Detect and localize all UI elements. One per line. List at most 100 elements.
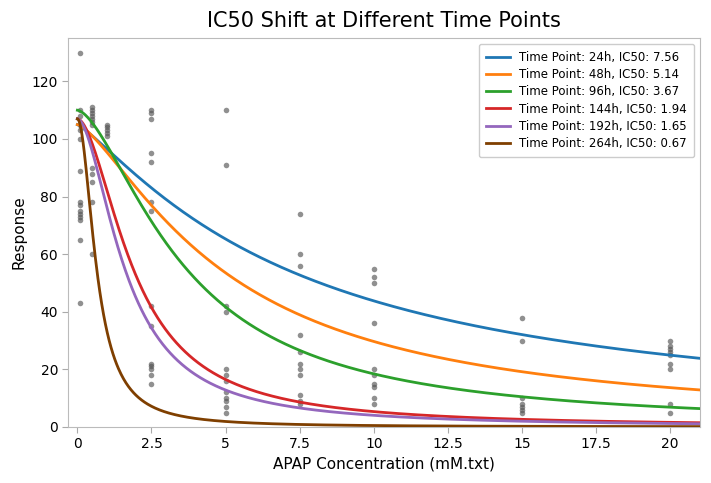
Point (220, 106, 231, 114)
Time Point: 96h, IC50: 3.67: (21, 6.36): 96h, IC50: 3.67: (21, 6.36) (695, 406, 704, 412)
Time Point: 96h, IC50: 3.67: (9.25, 20.4): 96h, IC50: 3.67: (9.25, 20.4) (347, 365, 356, 371)
Point (368, 265, 380, 272)
Point (75, 112, 86, 120)
Point (368, 383, 380, 390)
Time Point: 192h, IC50: 1.65: (8.49, 5.33): 192h, IC50: 1.65: (8.49, 5.33) (325, 409, 333, 414)
Point (75, 210, 86, 218)
Point (75, 106, 86, 114)
Point (220, 397, 231, 405)
Time Point: 96h, IC50: 3.67: (2.15, 77.3): 96h, IC50: 3.67: (2.15, 77.3) (137, 201, 145, 207)
Time Point: 192h, IC50: 1.65: (21, 1.09): 192h, IC50: 1.65: (21, 1.09) (695, 421, 704, 426)
Time Point: 96h, IC50: 3.67: (16.4, 9.21): 96h, IC50: 3.67: (16.4, 9.21) (559, 398, 567, 403)
Time Point: 144h, IC50: 1.94: (14.4, 2.82): 144h, IC50: 1.94: (14.4, 2.82) (501, 416, 509, 422)
Point (87, 106, 98, 114)
Line: Time Point: 144h, IC50: 1.94: Time Point: 144h, IC50: 1.94 (77, 119, 700, 423)
Point (146, 360, 157, 368)
Point (146, 106, 157, 114)
Point (368, 400, 380, 408)
Point (101, 132, 112, 140)
Point (665, 409, 676, 416)
Point (146, 371, 157, 379)
Point (665, 366, 676, 373)
Point (665, 337, 676, 344)
Point (87, 112, 98, 120)
Time Point: 264h, IC50: 0.67: (21, 0.109): 264h, IC50: 0.67: (21, 0.109) (695, 424, 704, 429)
Point (146, 322, 157, 330)
Point (665, 348, 676, 356)
Point (665, 345, 676, 353)
Point (220, 388, 231, 396)
Point (146, 109, 157, 117)
Time Point: 24h, IC50: 7.56: (21, 23.8): 24h, IC50: 7.56: (21, 23.8) (695, 355, 704, 361)
Point (87, 115, 98, 123)
Point (294, 360, 305, 368)
Line: Time Point: 48h, IC50: 5.14: Time Point: 48h, IC50: 5.14 (77, 125, 700, 390)
Point (220, 377, 231, 385)
Point (368, 394, 380, 402)
Time Point: 144h, IC50: 1.94: (16.4, 2.25): 144h, IC50: 1.94: (16.4, 2.25) (559, 417, 567, 423)
Point (516, 400, 528, 408)
Point (516, 337, 528, 344)
Time Point: 264h, IC50: 0.67: (16.8, 0.171): 264h, IC50: 0.67: (16.8, 0.171) (570, 424, 578, 429)
Time Point: 144h, IC50: 1.94: (16.8, 2.16): 144h, IC50: 1.94: (16.8, 2.16) (570, 418, 578, 424)
Time Point: 192h, IC50: 1.65: (14.4, 2.12): 192h, IC50: 1.65: (14.4, 2.12) (501, 418, 509, 424)
Point (220, 409, 231, 416)
Point (294, 371, 305, 379)
Time Point: 192h, IC50: 1.65: (16.4, 1.69): 192h, IC50: 1.65: (16.4, 1.69) (559, 419, 567, 425)
Point (75, 213, 86, 221)
Point (87, 178, 98, 186)
Time Point: 48h, IC50: 5.14: (21, 12.8): 48h, IC50: 5.14: (21, 12.8) (695, 387, 704, 393)
Time Point: 48h, IC50: 5.14: (0.001, 105): 48h, IC50: 5.14: (0.001, 105) (73, 122, 82, 128)
Point (75, 49, 86, 57)
Point (87, 109, 98, 117)
Point (665, 400, 676, 408)
Time Point: 48h, IC50: 5.14: (16.8, 16.9): 48h, IC50: 5.14: (16.8, 16.9) (570, 375, 578, 381)
Point (87, 164, 98, 171)
Time Point: 24h, IC50: 7.56: (8.49, 48.8): 24h, IC50: 7.56: (8.49, 48.8) (325, 284, 333, 289)
Time Point: 144h, IC50: 1.94: (0.001, 107): 144h, IC50: 1.94: (0.001, 107) (73, 116, 82, 122)
Time Point: 48h, IC50: 5.14: (14.4, 20): 48h, IC50: 5.14: (14.4, 20) (501, 366, 509, 372)
Point (75, 236, 86, 243)
Time Point: 264h, IC50: 0.67: (2.15, 9.51): 264h, IC50: 0.67: (2.15, 9.51) (137, 397, 145, 402)
Time Point: 24h, IC50: 7.56: (0.001, 105): 24h, IC50: 7.56: (0.001, 105) (73, 122, 82, 128)
Point (146, 366, 157, 373)
Time Point: 144h, IC50: 1.94: (21, 1.45): 144h, IC50: 1.94: (21, 1.45) (695, 420, 704, 426)
Point (294, 331, 305, 339)
Point (368, 380, 380, 387)
Point (101, 124, 112, 131)
Time Point: 264h, IC50: 0.67: (0.001, 107): 264h, IC50: 0.67: (0.001, 107) (73, 116, 82, 122)
X-axis label: APAP Concentration (mM.txt): APAP Concentration (mM.txt) (273, 457, 495, 472)
Point (87, 118, 98, 126)
Point (368, 371, 380, 379)
Point (220, 161, 231, 169)
Time Point: 48h, IC50: 5.14: (2.15, 81.1): 48h, IC50: 5.14: (2.15, 81.1) (137, 190, 145, 196)
Point (146, 199, 157, 206)
Y-axis label: Response: Response (11, 196, 26, 270)
Point (220, 308, 231, 315)
Point (220, 302, 231, 310)
Time Point: 96h, IC50: 3.67: (16.8, 8.9): 96h, IC50: 3.67: (16.8, 8.9) (570, 398, 578, 404)
Point (146, 363, 157, 370)
Point (75, 207, 86, 215)
Point (368, 366, 380, 373)
Time Point: 96h, IC50: 3.67: (8.49, 22.8): 96h, IC50: 3.67: (8.49, 22.8) (325, 358, 333, 364)
Point (75, 135, 86, 143)
Time Point: 24h, IC50: 7.56: (9.25, 46.2): 24h, IC50: 7.56: (9.25, 46.2) (347, 291, 356, 297)
Time Point: 192h, IC50: 1.65: (2.15, 41.1): 192h, IC50: 1.65: (2.15, 41.1) (137, 306, 145, 312)
Point (75, 201, 86, 209)
Time Point: 48h, IC50: 5.14: (8.49, 34.8): 48h, IC50: 5.14: (8.49, 34.8) (325, 324, 333, 330)
Line: Time Point: 24h, IC50: 7.56: Time Point: 24h, IC50: 7.56 (77, 125, 700, 358)
Point (368, 319, 380, 327)
Point (665, 360, 676, 368)
Point (294, 348, 305, 356)
Title: IC50 Shift at Different Time Points: IC50 Shift at Different Time Points (207, 11, 561, 31)
Point (146, 207, 157, 215)
Time Point: 192h, IC50: 1.65: (0.001, 107): 192h, IC50: 1.65: (0.001, 107) (73, 116, 82, 122)
Time Point: 24h, IC50: 7.56: (16.4, 29.8): 24h, IC50: 7.56: (16.4, 29.8) (559, 338, 567, 344)
Point (294, 250, 305, 258)
Time Point: 144h, IC50: 1.94: (8.49, 7.01): 144h, IC50: 1.94: (8.49, 7.01) (325, 404, 333, 410)
Point (87, 250, 98, 258)
Point (220, 403, 231, 411)
Time Point: 264h, IC50: 0.67: (16.4, 0.179): 264h, IC50: 0.67: (16.4, 0.179) (559, 424, 567, 429)
Point (368, 279, 380, 287)
